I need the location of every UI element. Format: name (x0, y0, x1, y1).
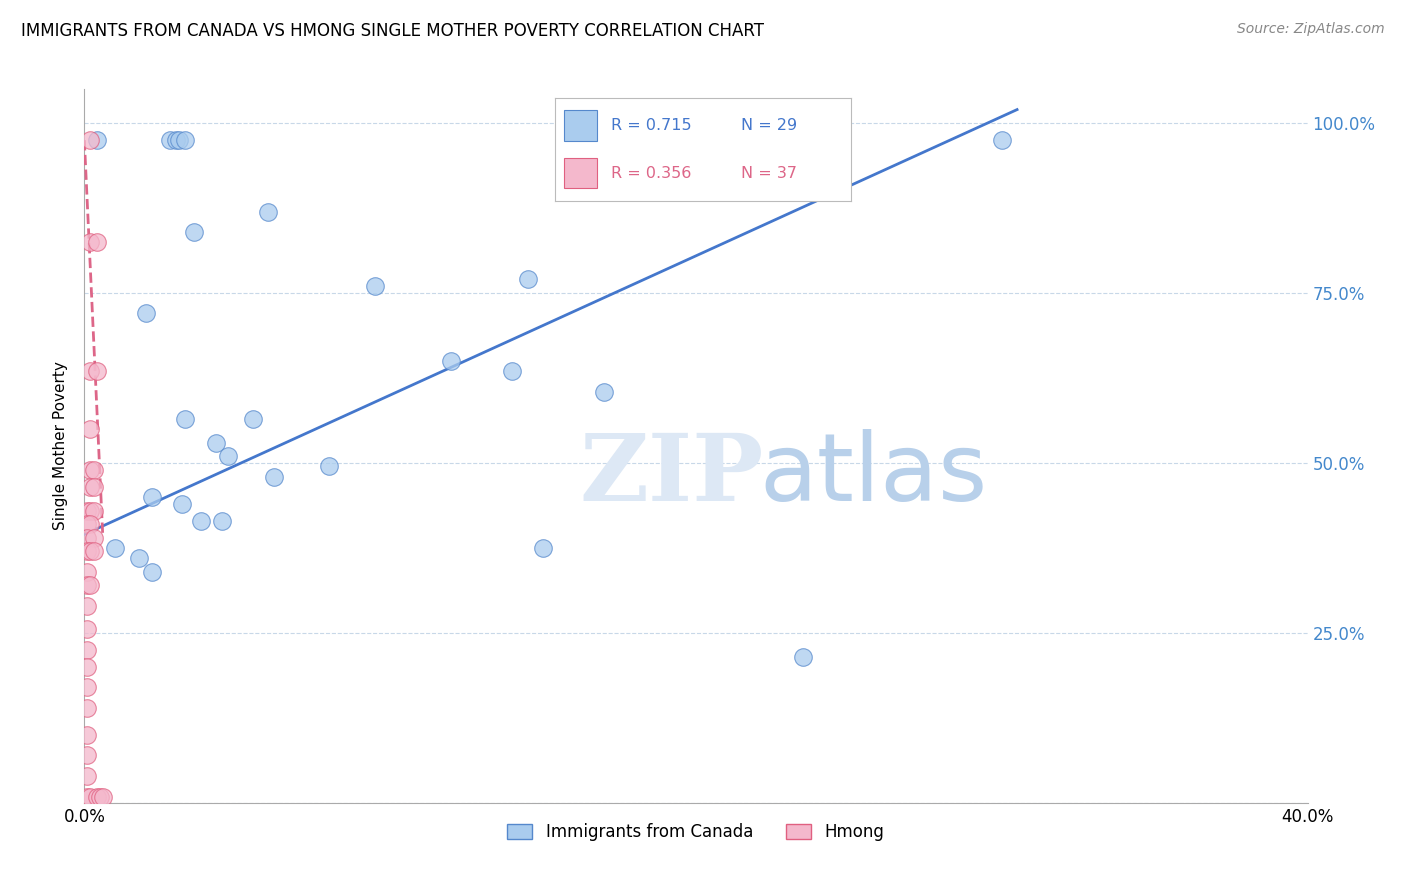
Text: Source: ZipAtlas.com: Source: ZipAtlas.com (1237, 22, 1385, 37)
Point (76, 503, 98, 517)
Point (76, 517, 98, 532)
FancyBboxPatch shape (564, 158, 596, 188)
Point (76, 599, 98, 613)
Point (183, 225, 205, 239)
Point (205, 435, 228, 450)
Point (76, 623, 98, 637)
Point (83, 503, 105, 517)
Point (128, 551, 150, 566)
Point (318, 459, 340, 474)
Point (76, 531, 98, 545)
Point (593, 384, 616, 399)
Text: ZIP: ZIP (579, 430, 763, 519)
Point (79, 517, 101, 532)
Point (440, 354, 463, 368)
Point (141, 565, 163, 579)
Point (79, 364, 101, 378)
Text: IMMIGRANTS FROM CANADA VS HMONG SINGLE MOTHER POVERTY CORRELATION CHART: IMMIGRANTS FROM CANADA VS HMONG SINGLE M… (21, 22, 763, 40)
Point (76, 660, 98, 674)
Point (89, 790, 111, 805)
Point (76, 748, 98, 763)
Point (257, 204, 280, 219)
Text: atlas: atlas (759, 428, 987, 521)
Text: N = 37: N = 37 (741, 166, 797, 180)
Point (76, 544, 98, 558)
Point (516, 272, 538, 286)
Point (531, 541, 554, 555)
Point (104, 541, 127, 555)
Point (79, 503, 101, 517)
Point (172, 497, 194, 511)
Point (83, 544, 105, 558)
Point (76, 578, 98, 592)
Point (79, 578, 101, 592)
Point (242, 412, 264, 426)
Legend: Immigrants from Canada, Hmong: Immigrants from Canada, Hmong (501, 817, 891, 848)
Point (79, 133, 101, 147)
Point (174, 412, 197, 426)
Point (502, 364, 524, 378)
Point (79, 422, 101, 436)
Point (991, 133, 1014, 147)
Point (76, 700, 98, 714)
FancyBboxPatch shape (564, 111, 596, 141)
Point (86, 235, 108, 249)
Text: R = 0.715: R = 0.715 (612, 119, 692, 133)
Point (76, 769, 98, 783)
Point (263, 469, 285, 483)
Point (76, 643, 98, 657)
Point (792, 649, 814, 664)
Point (76, 728, 98, 742)
Point (79, 463, 101, 477)
Point (190, 514, 212, 528)
Point (141, 490, 163, 504)
Point (79, 544, 101, 558)
Point (364, 279, 387, 293)
Text: R = 0.356: R = 0.356 (612, 166, 692, 180)
Point (76, 680, 98, 694)
Point (83, 463, 105, 477)
Point (135, 306, 157, 320)
Point (91, 790, 114, 805)
Y-axis label: Single Mother Poverty: Single Mother Poverty (53, 361, 69, 531)
Text: N = 29: N = 29 (741, 119, 797, 133)
Point (86, 133, 108, 147)
Point (211, 514, 233, 528)
Point (174, 133, 197, 147)
Point (86, 364, 108, 378)
Point (83, 531, 105, 545)
Point (76, 790, 98, 805)
Point (165, 133, 187, 147)
Point (167, 133, 190, 147)
Point (79, 235, 101, 249)
Point (76, 565, 98, 579)
Point (83, 480, 105, 494)
Point (86, 790, 108, 805)
Point (159, 133, 181, 147)
Point (79, 790, 101, 805)
Point (79, 480, 101, 494)
Point (217, 449, 239, 463)
